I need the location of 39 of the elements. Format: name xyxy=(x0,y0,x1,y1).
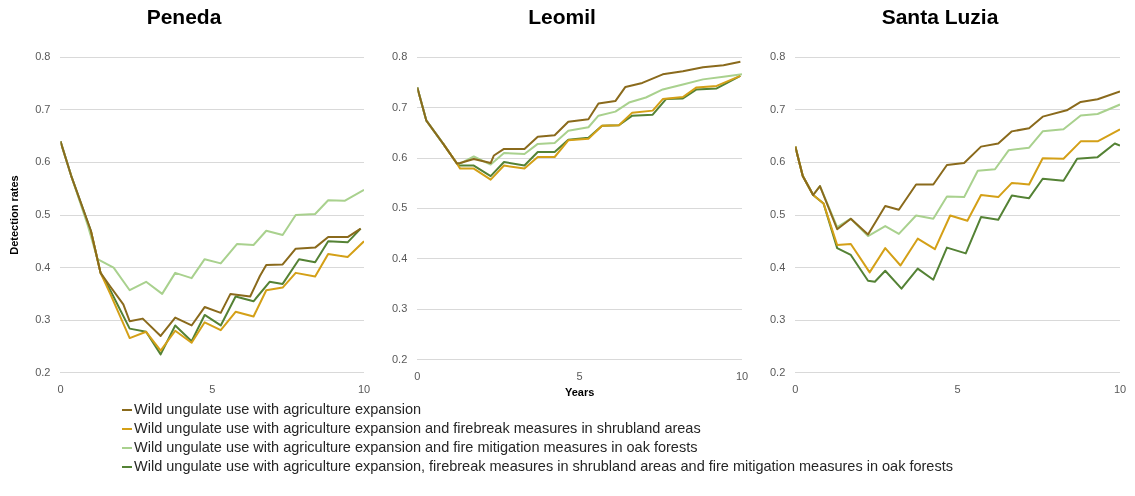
y-tick-label: 0.4 xyxy=(35,260,51,273)
y-tick-label: 0.8 xyxy=(35,50,51,63)
legend-label: Wild ungulate use with agriculture expansion and fire mitigation measures in oak forests xyxy=(134,438,698,457)
y-tick-label: 0.4 xyxy=(391,251,408,264)
y-tick-label: 0.7 xyxy=(769,102,786,115)
legend-label: Wild ungulate use with agriculture expansion and firebreak measures in shrubland areas xyxy=(134,419,701,438)
y-tick-label: 0.5 xyxy=(769,208,786,221)
y-tick-label: 0.5 xyxy=(391,201,408,214)
y-tick-label: 0.7 xyxy=(391,100,408,113)
y-tick-label: 0.3 xyxy=(35,313,51,326)
y-tick-label: 0.7 xyxy=(35,102,51,115)
y-tick-label: 0.8 xyxy=(391,50,408,63)
y-axis-title: Detection rates xyxy=(7,175,20,255)
y-tick-label: 0.8 xyxy=(769,50,786,63)
y-tick-label: 0.6 xyxy=(35,155,51,168)
y-tick-label: 0.3 xyxy=(391,302,408,315)
x-tick-label: 5 xyxy=(954,383,961,396)
x-axis-title: Years xyxy=(564,386,595,399)
y-tick-label: 0.2 xyxy=(391,352,408,365)
x-tick-label: 0 xyxy=(792,383,799,396)
x-tick-label: 10 xyxy=(357,383,371,396)
legend-label: Wild ungulate use with agriculture expansion xyxy=(134,400,422,419)
x-tick-label: 5 xyxy=(576,370,583,383)
x-tick-label: 5 xyxy=(209,383,216,396)
y-tick-label: 0.6 xyxy=(769,155,786,168)
y-tick-label: 0.3 xyxy=(769,313,786,326)
chart-title: Leomil xyxy=(528,5,596,29)
x-tick-label: 0 xyxy=(57,383,64,396)
legend-label: Wild ungulate use with agriculture expansion, firebreak measures in shrubland areas and fire mitigation measures in oak forests xyxy=(134,457,953,476)
x-tick-label: 0 xyxy=(414,370,421,383)
y-tick-label: 0.6 xyxy=(391,151,408,164)
chart-title: Santa Luzia xyxy=(881,5,999,29)
x-tick-label: 10 xyxy=(735,370,749,383)
x-tick-label: 10 xyxy=(1113,383,1127,396)
chart-title: Peneda xyxy=(146,5,222,29)
y-tick-label: 0.2 xyxy=(769,365,786,378)
y-tick-label: 0.5 xyxy=(35,208,51,221)
y-tick-label: 0.4 xyxy=(769,260,786,273)
y-tick-label: 0.2 xyxy=(35,365,51,378)
